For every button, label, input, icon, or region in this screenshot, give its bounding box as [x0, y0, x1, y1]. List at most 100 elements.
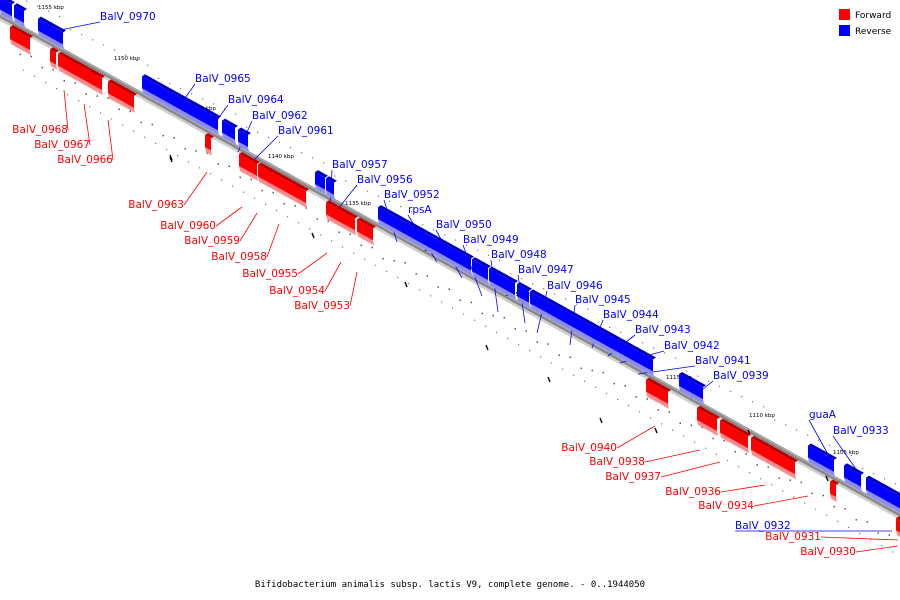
track-dot: [701, 426, 703, 429]
track-dot: [151, 123, 153, 126]
gene-block-reverse: [0, 0, 15, 22]
gene-label-reverse: BalV_0943: [635, 324, 691, 336]
legend-label-reverse: Reverse: [855, 27, 892, 37]
track-dot: [338, 231, 340, 233]
track-dot: [862, 468, 864, 470]
track-dot: [107, 97, 109, 99]
track-dot: [554, 293, 556, 295]
gene-block-forward: [258, 162, 273, 189]
label-leader-line: [59, 21, 101, 31]
gene-label-reverse: BalV_0949: [463, 234, 519, 246]
track-dot: [881, 545, 883, 547]
gene-label-reverse: BalV_0970: [100, 11, 156, 23]
gene-label-reverse: BalV_0945: [575, 294, 631, 306]
track-dot: [595, 386, 597, 388]
track-dot: [804, 502, 806, 504]
track-dot: [686, 370, 688, 372]
track-dot: [364, 258, 366, 260]
track-dot: [349, 233, 351, 236]
track-dot: [23, 69, 25, 71]
tick-mark: [654, 427, 658, 434]
track-dot: [767, 466, 769, 468]
track-dot: [580, 367, 582, 370]
track-dot: [246, 126, 248, 128]
gene-label-forward: BalV_0958: [211, 251, 267, 263]
track-dot: [441, 301, 443, 303]
track-dot: [41, 66, 43, 69]
gene-block-reverse: [545, 297, 596, 344]
track-dot: [334, 175, 336, 177]
track-dot: [89, 106, 91, 108]
track-dot: [320, 234, 322, 236]
track-dot: [884, 478, 886, 480]
legend: Forward Reverse: [839, 9, 892, 37]
track-dot: [268, 136, 270, 138]
gene-label-reverse: BalV_0944: [603, 309, 659, 321]
track-dot: [34, 75, 36, 77]
label-leader-line: [336, 184, 358, 211]
track-dot: [602, 371, 604, 374]
track-dot: [488, 254, 490, 256]
track-dot: [477, 249, 479, 251]
track-dot: [213, 103, 215, 105]
legend-swatch-forward: [839, 9, 850, 20]
track-dot: [85, 93, 87, 95]
track-dot: [675, 357, 677, 359]
track-dot: [635, 396, 637, 398]
track-dot: [466, 244, 468, 246]
label-leader-line: [660, 461, 721, 478]
track-dot: [536, 341, 538, 343]
track-dot: [96, 95, 98, 97]
track-dot: [485, 325, 487, 327]
gene-label-reverse: BalV_0964: [228, 94, 284, 106]
track-dot: [844, 507, 846, 510]
track-dot: [67, 94, 69, 96]
gene-label-reverse: BalV_0942: [664, 340, 720, 352]
track-dot: [569, 356, 571, 359]
track-dot: [683, 435, 685, 437]
track-dot: [532, 283, 534, 285]
gene-block-reverse: [866, 475, 900, 513]
gene-label-reverse: BalV_0950: [436, 219, 492, 231]
track-dot: [503, 316, 505, 319]
track-dot: [771, 484, 773, 486]
track-dot: [573, 374, 575, 376]
track-dot: [356, 185, 358, 187]
track-dot: [63, 80, 65, 82]
gene-block-forward: [239, 152, 260, 182]
track-dot: [613, 382, 615, 385]
gene-label-forward: BalV_0966: [57, 154, 113, 166]
track-dot: [870, 539, 872, 541]
track-dot: [518, 344, 520, 346]
track-dot: [807, 434, 809, 436]
track-dot: [327, 220, 329, 222]
gene-block-reverse: [606, 331, 621, 358]
track-dot: [507, 337, 509, 340]
track-dot: [294, 205, 296, 207]
track-dot: [782, 490, 784, 492]
tick-mark: [404, 281, 408, 288]
tick-mark: [311, 232, 315, 239]
track-dot: [481, 312, 483, 315]
label-leader-line: [832, 435, 859, 473]
gene-label-reverse: BalV_0952: [384, 189, 440, 201]
track-dot: [59, 15, 61, 18]
label-leader-line: [808, 419, 831, 459]
track-dot: [353, 252, 355, 254]
track-dot: [499, 259, 501, 262]
gene-block-forward: [751, 435, 798, 480]
track-dot: [19, 53, 21, 56]
track-dot: [624, 385, 626, 387]
gene-label-forward: BalV_0960: [160, 220, 216, 232]
track-dot: [345, 180, 347, 182]
track-dot: [745, 453, 747, 455]
gene-label-reverse: BalV_0939: [713, 370, 769, 382]
track-dot: [257, 131, 259, 133]
gene-block-reverse: [315, 170, 328, 195]
track-dot: [837, 520, 839, 523]
track-dot: [404, 262, 406, 264]
track-dot: [228, 165, 230, 167]
tick-mark: [599, 417, 603, 424]
track-dot: [158, 77, 160, 80]
track-dot: [514, 328, 516, 330]
